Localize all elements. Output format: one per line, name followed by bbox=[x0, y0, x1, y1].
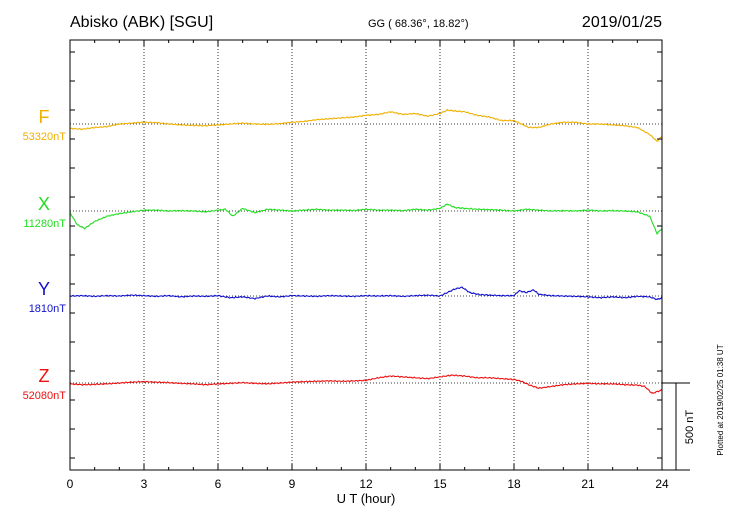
series-line-f bbox=[69, 108, 663, 142]
x-tick-label: 9 bbox=[289, 477, 296, 491]
series-lines bbox=[69, 108, 663, 394]
x-tick-label: 12 bbox=[359, 477, 373, 491]
series-baseline-y: 1810nT bbox=[29, 303, 67, 315]
grid bbox=[143, 40, 589, 470]
series-name-x: X bbox=[38, 194, 50, 214]
series-labels: F 53320nT X 11280nT Y 1810nT Z 52080nT bbox=[23, 107, 67, 402]
scale-bar: 500 nT bbox=[662, 382, 696, 471]
axis-ticks: 0 3 6 9 12 15 18 21 24 bbox=[67, 40, 669, 491]
series-baseline-z: 52080nT bbox=[23, 390, 67, 402]
x-tick-label: 0 bbox=[67, 477, 74, 491]
x-tick-label: 15 bbox=[433, 477, 447, 491]
x-tick-label: 3 bbox=[141, 477, 148, 491]
series-name-z: Z bbox=[39, 366, 50, 386]
x-tick-label: 6 bbox=[215, 477, 222, 491]
scale-bar-label: 500 nT bbox=[684, 410, 696, 445]
x-tick-label: 18 bbox=[507, 477, 521, 491]
station-coords: GG ( 68.36°, 18.82°) bbox=[368, 18, 469, 30]
x-axis-label: U T (hour) bbox=[337, 491, 396, 506]
series-baseline-x: 11280nT bbox=[23, 218, 66, 230]
series-baseline-f: 53320nT bbox=[23, 131, 67, 143]
series-line-z bbox=[69, 374, 663, 394]
station-title: Abisko (ABK) [SGU] bbox=[70, 14, 213, 31]
x-tick-label: 24 bbox=[655, 477, 669, 491]
series-line-x bbox=[69, 203, 663, 236]
series-name-y: Y bbox=[38, 279, 50, 299]
plot-frame bbox=[69, 39, 663, 471]
x-tick-label: 21 bbox=[581, 477, 595, 491]
series-name-f: F bbox=[39, 107, 50, 127]
chart-date: 2019/01/25 bbox=[582, 14, 662, 31]
plotted-timestamp: Plotted at 2019/02/25 01:38 UT bbox=[716, 344, 725, 455]
series-line-y bbox=[69, 286, 663, 301]
